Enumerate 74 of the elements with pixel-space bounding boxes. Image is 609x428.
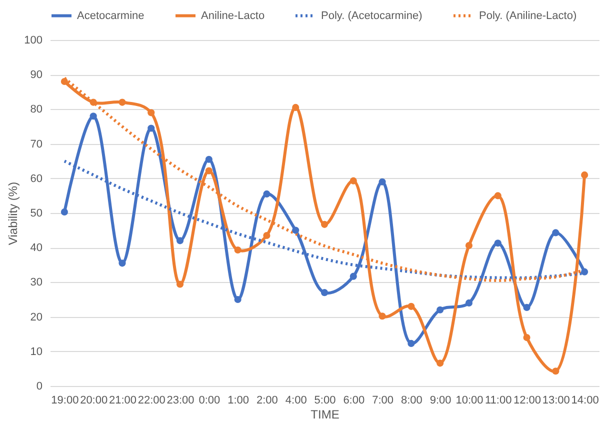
y-tick-label: 60: [30, 172, 42, 185]
point: [205, 156, 212, 163]
y-tick-label: 20: [30, 311, 42, 324]
point: [118, 260, 126, 267]
point: [552, 229, 560, 236]
point: [320, 289, 328, 296]
x-tick-label: 2:00: [256, 394, 278, 406]
point: [90, 98, 97, 106]
point: [234, 296, 242, 304]
point: [263, 190, 270, 198]
y-tick-label: 70: [30, 138, 42, 150]
x-tick-label: 20:00: [80, 394, 108, 406]
x-tick-label: 4:00: [285, 394, 307, 406]
x-tick-label: 23:00: [166, 394, 194, 406]
y-tick-label: 0: [36, 380, 42, 392]
point: [408, 340, 415, 347]
point: [494, 192, 502, 200]
point: [263, 232, 270, 240]
x-tick-label: 12:00: [514, 394, 542, 406]
y-tick-label: 100: [24, 34, 42, 46]
x-tick-label: 7:00: [372, 394, 394, 406]
legend-label: Aniline-Lacto: [201, 10, 265, 22]
y-tick-label: 30: [30, 276, 42, 289]
point: [581, 171, 588, 178]
x-tick-label: 1:00: [228, 394, 250, 406]
point: [523, 304, 530, 311]
point: [148, 124, 155, 132]
legend-label: Acetocarmine: [77, 10, 144, 22]
x-tick-label: 14:00: [571, 394, 599, 406]
point: [60, 208, 68, 216]
x-tick-label: 9:00: [430, 394, 452, 406]
point: [378, 312, 386, 320]
point: [494, 240, 502, 247]
x-tick-label: 5:00: [314, 394, 336, 406]
point: [350, 272, 357, 280]
legend-label: Poly. (Acetocarmine): [321, 10, 422, 22]
x-tick-label: 19:00: [51, 394, 79, 406]
point: [320, 220, 328, 228]
point: [350, 177, 357, 184]
point: [378, 178, 386, 186]
point: [90, 112, 97, 120]
point: [176, 237, 184, 244]
y-tick-label: 10: [30, 346, 42, 358]
y-tick-label: 40: [30, 242, 42, 254]
point: [465, 242, 473, 250]
point: [60, 78, 68, 86]
y-tick-label: 80: [30, 104, 42, 116]
point: [148, 109, 155, 116]
x-tick-label: 8:00: [400, 394, 422, 406]
point: [176, 280, 184, 288]
x-tick-label: 11:00: [485, 394, 512, 406]
x-tick-label: 13:00: [542, 394, 570, 406]
point: [292, 226, 300, 234]
x-tick-label: 21:00: [108, 394, 136, 406]
point: [552, 368, 560, 375]
x-tick-label: 22:00: [138, 394, 166, 406]
x-tick-label: 6:00: [343, 394, 365, 406]
point: [581, 268, 588, 276]
x-tick-label: 0:00: [198, 394, 220, 406]
y-tick-label: 50: [30, 208, 42, 220]
point: [292, 104, 300, 111]
point: [118, 98, 126, 106]
point: [408, 302, 415, 310]
point: [234, 246, 242, 254]
x-axis-title: TIME: [310, 408, 340, 422]
y-axis-title: Viability (%): [6, 182, 20, 246]
legend-label: Poly. (Aniline-Lacto): [479, 10, 577, 22]
point: [436, 306, 444, 314]
point: [465, 299, 473, 306]
point: [523, 334, 530, 342]
point: [205, 167, 212, 174]
point: [436, 360, 444, 367]
x-tick-label: 10:00: [456, 394, 484, 406]
y-tick-label: 90: [30, 69, 42, 82]
